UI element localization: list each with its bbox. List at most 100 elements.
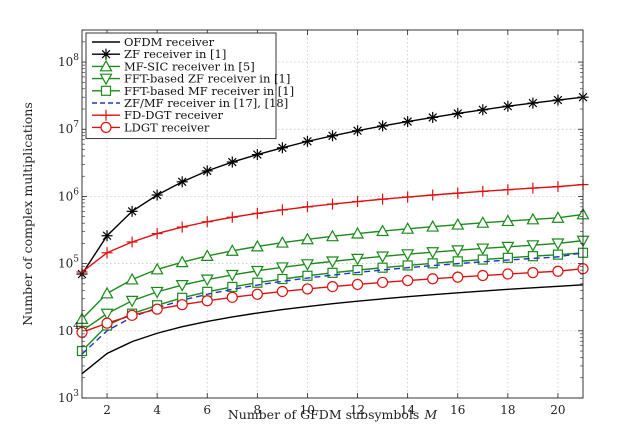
- data-point: [351, 253, 365, 266]
- data-point: [527, 267, 539, 279]
- y-tick-exponent: 5: [73, 255, 79, 265]
- data-point: [227, 281, 238, 293]
- y-tick-base: 10: [58, 257, 73, 271]
- data-point: [451, 245, 465, 258]
- series-layer: [75, 91, 590, 375]
- data-point: [251, 288, 263, 300]
- data-point: [552, 181, 564, 193]
- data-point: [277, 273, 288, 285]
- y-axis-label: Number of complex multiplications: [20, 102, 35, 326]
- data-point: [452, 256, 463, 267]
- data-point: [176, 221, 188, 233]
- data-point: [101, 317, 113, 329]
- y-tick-label: 104: [58, 322, 79, 338]
- y-tick-label: 106: [58, 187, 79, 203]
- data-point: [476, 216, 490, 228]
- marker-stroke: [403, 117, 412, 126]
- series-7: [76, 263, 589, 338]
- data-point: [552, 265, 564, 277]
- x-tick-label: 16: [450, 403, 465, 417]
- marker-stroke: [553, 95, 563, 105]
- marker-stroke: [478, 105, 488, 115]
- legend-label: LDGT receiver: [124, 120, 210, 134]
- data-point: [401, 249, 415, 261]
- marker-stroke: [328, 131, 337, 141]
- legend-marker: [100, 109, 112, 121]
- legend-label: FFT-based MF receiver in [1]: [124, 84, 294, 98]
- data-point: [301, 283, 314, 295]
- legend-item: LDGT receiver: [92, 120, 210, 134]
- x-tick-label: 6: [203, 403, 211, 417]
- y-tick-exponent: 7: [73, 120, 79, 130]
- data-point: [402, 274, 414, 287]
- data-point: [327, 267, 338, 278]
- data-point: [552, 94, 564, 106]
- data-point: [327, 198, 338, 210]
- y-tick-base: 10: [58, 55, 73, 69]
- legend-item: MF-SIC receiver in [5]: [92, 59, 255, 73]
- legend-item: OFDM receiver: [92, 35, 215, 49]
- data-point: [100, 308, 114, 321]
- data-point: [402, 191, 414, 203]
- data-point: [301, 201, 313, 213]
- legend-label: MF-SIC receiver in [5]: [124, 59, 255, 73]
- data-point: [427, 189, 439, 201]
- data-point: [551, 211, 565, 223]
- marker-stroke: [503, 101, 513, 111]
- legend-item: ZF/MF receiver in [17], [18]: [92, 96, 288, 110]
- data-point: [101, 247, 113, 259]
- plot-frame: [81, 29, 584, 399]
- data-point: [527, 97, 539, 109]
- data-point: [326, 281, 339, 293]
- data-point: [201, 165, 213, 177]
- data-point: [377, 262, 388, 273]
- y-tick-base: 10: [58, 391, 73, 405]
- data-point: [126, 205, 138, 217]
- marker-stroke: [227, 157, 237, 167]
- data-point: [251, 207, 263, 219]
- data-point: [402, 260, 413, 271]
- y-tick-base: 10: [58, 122, 73, 136]
- y-tick-label: 108: [58, 53, 79, 69]
- data-point: [352, 196, 364, 208]
- data-point: [150, 262, 164, 275]
- series-6: [76, 179, 589, 278]
- data-point: [426, 247, 440, 259]
- data-point: [427, 258, 438, 269]
- data-point: [427, 273, 439, 285]
- data-point: [150, 286, 164, 299]
- y-tick-label: 103: [58, 389, 79, 405]
- legend-item: FFT-based ZF receiver in [1]: [92, 72, 290, 86]
- data-point: [176, 299, 188, 311]
- data-point: [527, 182, 539, 194]
- data-point: [325, 256, 340, 269]
- legend-label: ZF/MF receiver in [17], [18]: [124, 96, 288, 110]
- data-point: [100, 286, 114, 299]
- data-point: [300, 259, 314, 271]
- data-point: [226, 211, 238, 223]
- data-point: [352, 125, 364, 137]
- y-tick-label: 105: [58, 255, 79, 271]
- x-axis-label: Number of GFDM subsymbols M: [228, 407, 439, 422]
- data-point: [352, 265, 363, 276]
- data-point: [275, 235, 289, 248]
- legend-marker: [99, 59, 113, 72]
- data-point: [327, 130, 338, 142]
- data-point: [201, 216, 213, 228]
- data-point: [426, 219, 440, 232]
- data-point: [276, 204, 288, 216]
- data-point: [402, 116, 414, 128]
- data-point: [301, 135, 313, 147]
- data-point: [200, 274, 214, 287]
- data-point: [276, 142, 288, 154]
- legend-box: [85, 32, 277, 140]
- data-point: [176, 176, 188, 188]
- data-point: [125, 272, 139, 285]
- data-point: [250, 239, 264, 252]
- data-point: [250, 265, 264, 278]
- marker-stroke: [127, 207, 137, 216]
- marker-stroke: [453, 109, 463, 118]
